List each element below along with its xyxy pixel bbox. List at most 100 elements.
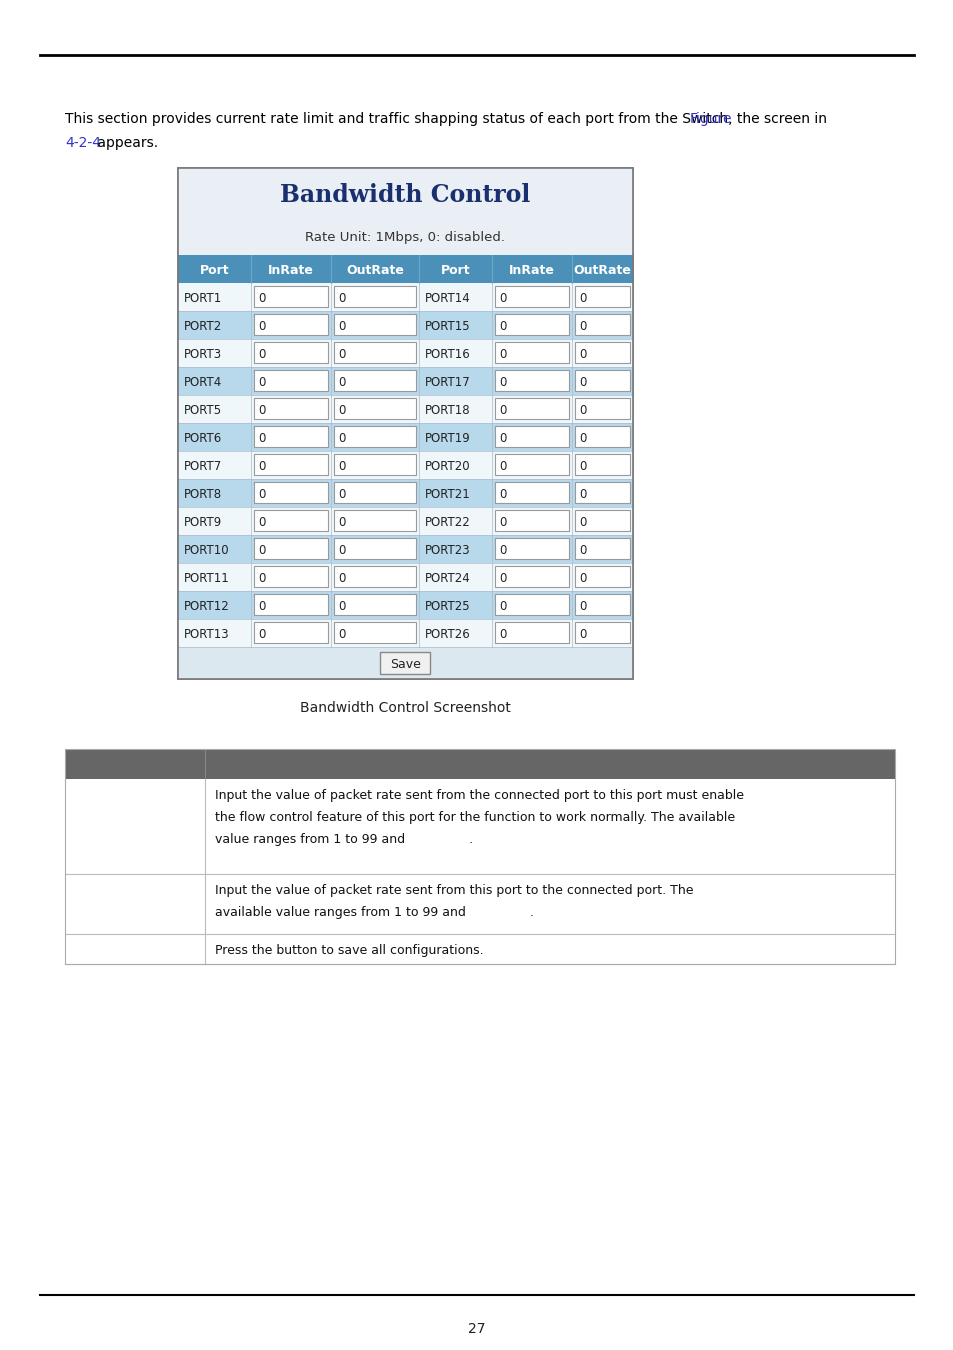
FancyBboxPatch shape xyxy=(253,622,328,643)
Text: 0: 0 xyxy=(578,320,586,332)
FancyBboxPatch shape xyxy=(334,398,416,418)
Text: Input the value of packet rate sent from this port to the connected port. The
av: Input the value of packet rate sent from… xyxy=(214,884,693,919)
FancyBboxPatch shape xyxy=(253,482,328,504)
FancyBboxPatch shape xyxy=(575,342,629,363)
FancyBboxPatch shape xyxy=(575,427,629,447)
Text: PORT14: PORT14 xyxy=(424,292,470,305)
Text: PORT22: PORT22 xyxy=(424,516,470,528)
FancyBboxPatch shape xyxy=(495,482,568,504)
FancyBboxPatch shape xyxy=(495,622,568,643)
FancyBboxPatch shape xyxy=(334,454,416,475)
Text: Rate Unit: 1Mbps, 0: disabled.: Rate Unit: 1Mbps, 0: disabled. xyxy=(305,231,505,243)
Text: 0: 0 xyxy=(337,571,345,585)
Text: 0: 0 xyxy=(578,459,586,472)
Text: 4-2-4: 4-2-4 xyxy=(65,136,101,150)
Text: 0: 0 xyxy=(337,487,345,501)
Text: PORT19: PORT19 xyxy=(424,432,470,444)
Text: 0: 0 xyxy=(578,599,586,613)
FancyBboxPatch shape xyxy=(380,652,430,674)
Text: Input the value of packet rate sent from the connected port to this port must en: Input the value of packet rate sent from… xyxy=(214,788,743,846)
Text: Press the button to save all configurations.: Press the button to save all configurati… xyxy=(214,944,483,957)
Text: 0: 0 xyxy=(337,544,345,556)
Text: 0: 0 xyxy=(578,375,586,389)
Text: PORT12: PORT12 xyxy=(184,599,230,613)
Text: 0: 0 xyxy=(578,292,586,305)
FancyBboxPatch shape xyxy=(253,315,328,335)
Text: InRate: InRate xyxy=(268,263,314,277)
Text: 0: 0 xyxy=(578,571,586,585)
Text: 0: 0 xyxy=(498,599,506,613)
FancyBboxPatch shape xyxy=(575,315,629,335)
FancyBboxPatch shape xyxy=(178,591,633,620)
FancyBboxPatch shape xyxy=(495,510,568,531)
FancyBboxPatch shape xyxy=(178,167,633,679)
Text: 0: 0 xyxy=(257,628,265,640)
Text: PORT9: PORT9 xyxy=(184,516,222,528)
FancyBboxPatch shape xyxy=(575,622,629,643)
Text: 0: 0 xyxy=(578,628,586,640)
Text: PORT10: PORT10 xyxy=(184,544,230,556)
Text: 0: 0 xyxy=(498,432,506,444)
FancyBboxPatch shape xyxy=(495,398,568,418)
Text: 0: 0 xyxy=(337,347,345,360)
Text: PORT1: PORT1 xyxy=(184,292,222,305)
FancyBboxPatch shape xyxy=(334,539,416,559)
FancyBboxPatch shape xyxy=(575,370,629,392)
Text: PORT26: PORT26 xyxy=(424,628,470,640)
FancyBboxPatch shape xyxy=(178,167,633,255)
FancyBboxPatch shape xyxy=(334,482,416,504)
FancyBboxPatch shape xyxy=(65,934,894,964)
Text: PORT20: PORT20 xyxy=(424,459,470,472)
FancyBboxPatch shape xyxy=(334,315,416,335)
FancyBboxPatch shape xyxy=(65,873,894,934)
FancyBboxPatch shape xyxy=(334,370,416,392)
Text: 27: 27 xyxy=(468,1322,485,1336)
FancyBboxPatch shape xyxy=(178,508,633,535)
Text: 0: 0 xyxy=(498,544,506,556)
Text: 0: 0 xyxy=(498,487,506,501)
FancyBboxPatch shape xyxy=(253,398,328,418)
Text: 0: 0 xyxy=(257,487,265,501)
FancyBboxPatch shape xyxy=(253,286,328,306)
FancyBboxPatch shape xyxy=(334,594,416,616)
Text: 0: 0 xyxy=(257,571,265,585)
Text: appears.: appears. xyxy=(92,136,157,150)
Text: PORT23: PORT23 xyxy=(424,544,470,556)
Text: 0: 0 xyxy=(578,347,586,360)
FancyBboxPatch shape xyxy=(334,566,416,587)
FancyBboxPatch shape xyxy=(495,286,568,306)
Text: 0: 0 xyxy=(498,516,506,528)
Text: 0: 0 xyxy=(257,292,265,305)
Text: PORT6: PORT6 xyxy=(184,432,222,444)
Text: 0: 0 xyxy=(498,292,506,305)
Text: 0: 0 xyxy=(337,432,345,444)
Text: 0: 0 xyxy=(578,487,586,501)
Text: Port: Port xyxy=(440,263,470,277)
Text: 0: 0 xyxy=(337,404,345,417)
FancyBboxPatch shape xyxy=(178,339,633,367)
FancyBboxPatch shape xyxy=(575,594,629,616)
Text: 0: 0 xyxy=(257,375,265,389)
FancyBboxPatch shape xyxy=(178,284,633,310)
Text: PORT13: PORT13 xyxy=(184,628,230,640)
Text: Save: Save xyxy=(390,657,420,671)
Text: 0: 0 xyxy=(337,459,345,472)
FancyBboxPatch shape xyxy=(178,396,633,423)
FancyBboxPatch shape xyxy=(575,398,629,418)
Text: 0: 0 xyxy=(257,516,265,528)
FancyBboxPatch shape xyxy=(178,310,633,339)
Text: 0: 0 xyxy=(498,347,506,360)
Text: PORT16: PORT16 xyxy=(424,347,470,360)
Text: 0: 0 xyxy=(578,516,586,528)
Text: 0: 0 xyxy=(498,628,506,640)
Text: 0: 0 xyxy=(337,292,345,305)
FancyBboxPatch shape xyxy=(178,255,633,284)
Text: 0: 0 xyxy=(257,544,265,556)
Text: 0: 0 xyxy=(337,516,345,528)
FancyBboxPatch shape xyxy=(495,370,568,392)
Text: 0: 0 xyxy=(337,599,345,613)
FancyBboxPatch shape xyxy=(495,539,568,559)
Text: 0: 0 xyxy=(578,432,586,444)
Text: PORT8: PORT8 xyxy=(184,487,222,501)
FancyBboxPatch shape xyxy=(253,566,328,587)
